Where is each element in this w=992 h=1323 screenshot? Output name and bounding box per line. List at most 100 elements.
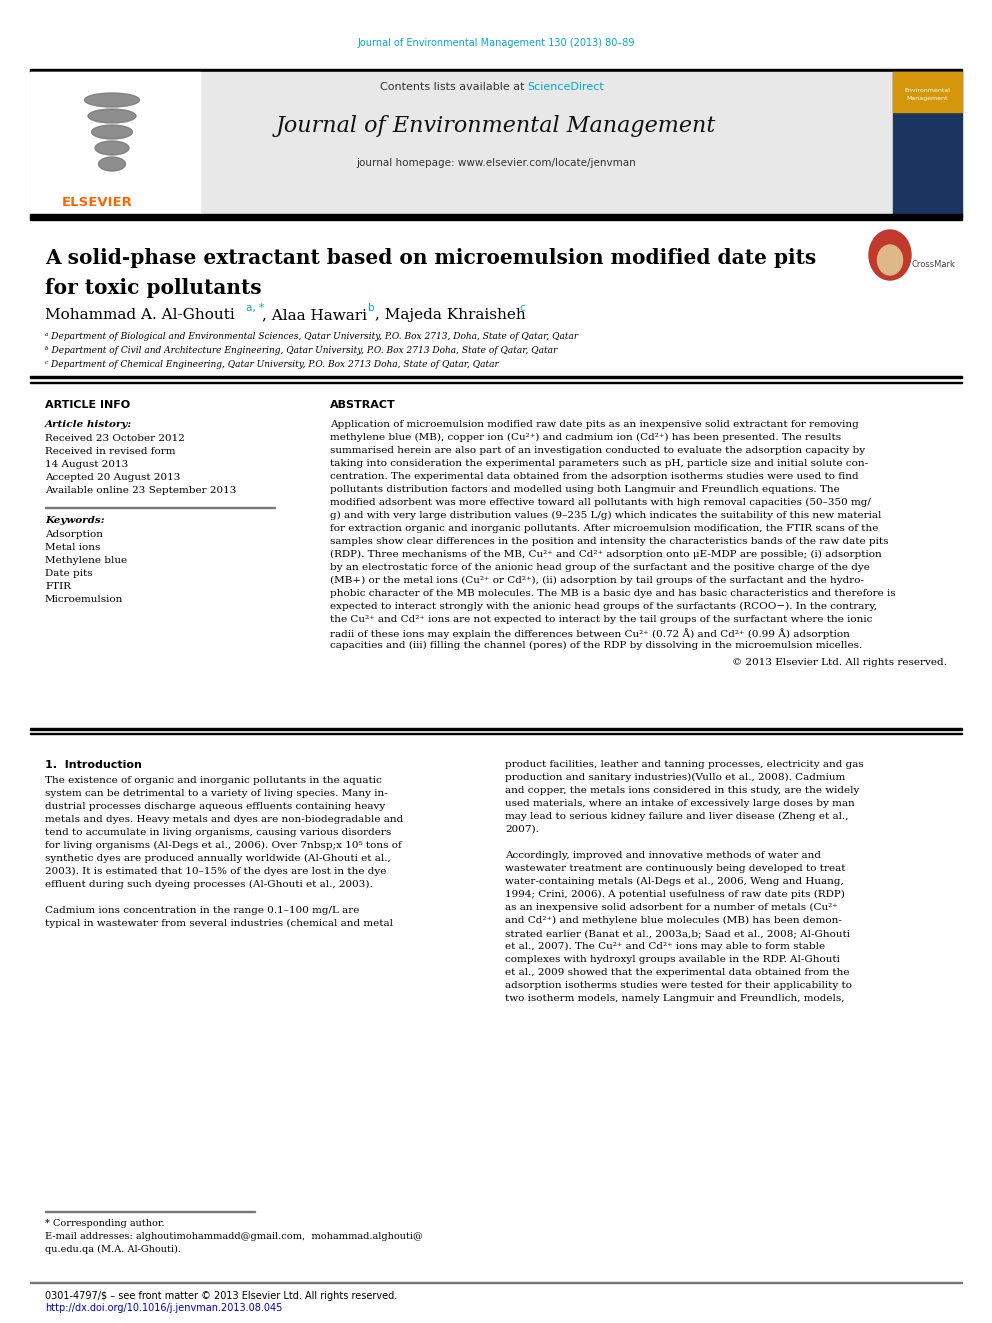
Text: adsorption isotherms studies were tested for their applicability to: adsorption isotherms studies were tested…	[505, 980, 852, 990]
Text: ᵇ Department of Civil and Architecture Engineering, Qatar University, P.O. Box 2: ᵇ Department of Civil and Architecture E…	[45, 347, 558, 355]
Text: strated earlier (Banat et al., 2003a,b; Saad et al., 2008; Al-Ghouti: strated earlier (Banat et al., 2003a,b; …	[505, 929, 850, 938]
Bar	[893, 71, 962, 112]
Text: capacities and (iii) filling the channel (pores) of the RDP by dissolving in the: capacities and (iii) filling the channel…	[330, 642, 862, 650]
Text: two isotherm models, namely Langmuir and Freundlich, models,: two isotherm models, namely Langmuir and…	[505, 994, 844, 1003]
Text: wastewater treatment are continuously being developed to treat: wastewater treatment are continuously be…	[505, 864, 845, 873]
Text: © 2013 Elsevier Ltd. All rights reserved.: © 2013 Elsevier Ltd. All rights reserved…	[732, 658, 947, 667]
Text: Metal ions: Metal ions	[45, 542, 100, 552]
Text: centration. The experimental data obtained from the adsorption isotherms studies: centration. The experimental data obtain…	[330, 472, 859, 482]
Bar	[30, 728, 962, 730]
Ellipse shape	[869, 230, 911, 280]
Ellipse shape	[95, 142, 129, 155]
Text: ARTICLE INFO: ARTICLE INFO	[45, 400, 130, 410]
Text: Journal of Environmental Management: Journal of Environmental Management	[276, 115, 716, 138]
Bar	[30, 69, 962, 71]
Text: and copper, the metals ions considered in this study, are the widely: and copper, the metals ions considered i…	[505, 786, 859, 795]
Text: Application of microemulsion modified raw date pits as an inexpensive solid extr: Application of microemulsion modified ra…	[330, 419, 859, 429]
Text: et al., 2009 showed that the experimental data obtained from the: et al., 2009 showed that the experimenta…	[505, 968, 849, 976]
Text: 1.  Introduction: 1. Introduction	[45, 759, 142, 770]
Text: a, *: a, *	[246, 303, 264, 314]
Text: , Majeda Khraisheh: , Majeda Khraisheh	[375, 308, 526, 321]
Text: Keywords:: Keywords:	[45, 516, 104, 525]
Text: summarised herein are also part of an investigation conducted to evaluate the ad: summarised herein are also part of an in…	[330, 446, 865, 455]
Text: the Cu²⁺ and Cd²⁺ ions are not expected to interact by the tail groups of the su: the Cu²⁺ and Cd²⁺ ions are not expected …	[330, 615, 872, 624]
Text: for toxic pollutants: for toxic pollutants	[45, 278, 262, 298]
Text: expected to interact strongly with the anionic head groups of the surfactants (R: expected to interact strongly with the a…	[330, 602, 877, 611]
Text: and Cd²⁺) and methylene blue molecules (MB) has been demon-: and Cd²⁺) and methylene blue molecules (…	[505, 916, 842, 925]
Text: ScienceDirect: ScienceDirect	[527, 82, 604, 93]
Text: water-containing metals (Al-Degs et al., 2006, Weng and Huang,: water-containing metals (Al-Degs et al.,…	[505, 877, 844, 886]
Text: system can be detrimental to a variety of living species. Many in-: system can be detrimental to a variety o…	[45, 789, 388, 798]
Ellipse shape	[878, 245, 903, 275]
Text: taking into consideration the experimental parameters such as pH, particle size : taking into consideration the experiment…	[330, 459, 868, 468]
Text: used materials, where an intake of excessively large doses by man: used materials, where an intake of exces…	[505, 799, 855, 808]
Text: 0301-4797/$ – see front matter © 2013 Elsevier Ltd. All rights reserved.: 0301-4797/$ – see front matter © 2013 El…	[45, 1291, 397, 1301]
Text: samples show clear differences in the position and intensity the characteristics: samples show clear differences in the po…	[330, 537, 889, 546]
Ellipse shape	[84, 93, 140, 107]
Text: metals and dyes. Heavy metals and dyes are non-biodegradable and: metals and dyes. Heavy metals and dyes a…	[45, 815, 404, 824]
Text: http://dx.doi.org/10.1016/j.jenvman.2013.08.045: http://dx.doi.org/10.1016/j.jenvman.2013…	[45, 1303, 283, 1312]
Text: as an inexpensive solid adsorbent for a number of metals (Cu²⁺: as an inexpensive solid adsorbent for a …	[505, 904, 838, 912]
Text: (MB+) or the metal ions (Cu²⁺ or Cd²⁺), (ii) adsorption by tail groups of the su: (MB+) or the metal ions (Cu²⁺ or Cd²⁺), …	[330, 576, 864, 585]
Text: complexes with hydroxyl groups available in the RDP. Al-Ghouti: complexes with hydroxyl groups available…	[505, 955, 840, 964]
Bar	[30, 71, 962, 217]
Text: Article history:: Article history:	[45, 419, 132, 429]
Text: tend to accumulate in living organisms, causing various disorders: tend to accumulate in living organisms, …	[45, 828, 391, 837]
Text: Environmental: Environmental	[904, 89, 950, 93]
Text: 2003). It is estimated that 10–15% of the dyes are lost in the dye: 2003). It is estimated that 10–15% of th…	[45, 867, 386, 876]
Text: Contents lists available at: Contents lists available at	[380, 82, 528, 93]
Text: Received in revised form: Received in revised form	[45, 447, 176, 456]
Text: ᶜ Department of Chemical Engineering, Qatar University, P.O. Box 2713 Doha, Stat: ᶜ Department of Chemical Engineering, Qa…	[45, 360, 499, 369]
Text: Date pits: Date pits	[45, 569, 92, 578]
Bar	[30, 376, 962, 378]
Text: Management: Management	[907, 97, 947, 101]
Text: CrossMark: CrossMark	[912, 261, 956, 269]
Text: Mohammad A. Al-Ghouti: Mohammad A. Al-Ghouti	[45, 308, 235, 321]
Text: 14 August 2013: 14 August 2013	[45, 460, 128, 468]
Text: modified adsorbent was more effective toward all pollutants with high removal ca: modified adsorbent was more effective to…	[330, 497, 871, 507]
Text: Available online 23 September 2013: Available online 23 September 2013	[45, 486, 236, 495]
Text: Accepted 20 August 2013: Accepted 20 August 2013	[45, 474, 181, 482]
Text: dustrial processes discharge aqueous effluents containing heavy: dustrial processes discharge aqueous eff…	[45, 802, 385, 811]
Ellipse shape	[88, 108, 136, 123]
Text: (RDP). Three mechanisms of the MB, Cu²⁺ and Cd²⁺ adsorption onto μE-MDP are poss: (RDP). Three mechanisms of the MB, Cu²⁺ …	[330, 550, 882, 560]
Text: Journal of Environmental Management 130 (2013) 80–89: Journal of Environmental Management 130 …	[357, 38, 635, 48]
Text: for living organisms (Al-Degs et al., 2006). Over 7nbsp;x 10⁵ tons of: for living organisms (Al-Degs et al., 20…	[45, 841, 402, 851]
Text: E-mail addresses: alghoutimohammadd@gmail.com,  mohammad.alghouti@: E-mail addresses: alghoutimohammadd@gmai…	[45, 1232, 423, 1241]
Text: Adsorption: Adsorption	[45, 531, 103, 538]
Text: ABSTRACT: ABSTRACT	[330, 400, 396, 410]
Text: The existence of organic and inorganic pollutants in the aquatic: The existence of organic and inorganic p…	[45, 777, 382, 785]
Text: Cadmium ions concentration in the range 0.1–100 mg/L are: Cadmium ions concentration in the range …	[45, 906, 359, 916]
Text: ᵃ Department of Biological and Environmental Sciences, Qatar University, P.O. Bo: ᵃ Department of Biological and Environme…	[45, 332, 578, 341]
Text: g) and with very large distribution values (9–235 L/g) which indicates the suita: g) and with very large distribution valu…	[330, 511, 881, 520]
Text: production and sanitary industries)(Vullo et al., 2008). Cadmium: production and sanitary industries)(Vull…	[505, 773, 845, 782]
Text: et al., 2007). The Cu²⁺ and Cd²⁺ ions may able to form stable: et al., 2007). The Cu²⁺ and Cd²⁺ ions ma…	[505, 942, 825, 951]
Text: journal homepage: www.elsevier.com/locate/jenvman: journal homepage: www.elsevier.com/locat…	[356, 157, 636, 168]
Text: Microemulsion: Microemulsion	[45, 595, 123, 605]
Bar	[30, 214, 962, 220]
Text: methylene blue (MB), copper ion (Cu²⁺) and cadmium ion (Cd²⁺) has been presented: methylene blue (MB), copper ion (Cu²⁺) a…	[330, 433, 841, 442]
Ellipse shape	[91, 124, 133, 139]
Text: may lead to serious kidney failure and liver disease (Zheng et al.,: may lead to serious kidney failure and l…	[505, 812, 848, 822]
Text: effluent during such dyeing processes (Al-Ghouti et al., 2003).: effluent during such dyeing processes (A…	[45, 880, 373, 889]
Text: Accordingly, improved and innovative methods of water and: Accordingly, improved and innovative met…	[505, 851, 821, 860]
Bar	[30, 71, 200, 217]
Text: Received 23 October 2012: Received 23 October 2012	[45, 434, 185, 443]
Text: b: b	[368, 303, 375, 314]
Text: qu.edu.qa (M.A. Al-Ghouti).: qu.edu.qa (M.A. Al-Ghouti).	[45, 1245, 181, 1254]
Text: radii of these ions may explain the differences between Cu²⁺ (0.72 Å) and Cd²⁺ (: radii of these ions may explain the diff…	[330, 628, 850, 639]
Text: phobic character of the MB molecules. The MB is a basic dye and has basic charac: phobic character of the MB molecules. Th…	[330, 589, 896, 598]
Text: product facilities, leather and tanning processes, electricity and gas: product facilities, leather and tanning …	[505, 759, 864, 769]
Text: FTIR: FTIR	[45, 582, 71, 591]
Text: Methylene blue: Methylene blue	[45, 556, 127, 565]
Ellipse shape	[98, 157, 126, 171]
Text: for extraction organic and inorganic pollutants. After microemulsion modificatio: for extraction organic and inorganic pol…	[330, 524, 878, 533]
Text: typical in wastewater from several industries (chemical and metal: typical in wastewater from several indus…	[45, 919, 393, 929]
Text: by an electrostatic force of the anionic head group of the surfactant and the po: by an electrostatic force of the anionic…	[330, 564, 870, 572]
Text: 2007).: 2007).	[505, 826, 539, 833]
Text: 1994; Crini, 2006). A potential usefulness of raw date pits (RDP): 1994; Crini, 2006). A potential usefulne…	[505, 890, 845, 900]
Text: ELSEVIER: ELSEVIER	[62, 196, 133, 209]
Text: , Alaa Hawari: , Alaa Hawari	[262, 308, 367, 321]
Text: A solid-phase extractant based on microemulsion modified date pits: A solid-phase extractant based on microe…	[45, 247, 816, 269]
Text: pollutants distribution factors and modelled using both Langmuir and Freundlich : pollutants distribution factors and mode…	[330, 486, 840, 493]
